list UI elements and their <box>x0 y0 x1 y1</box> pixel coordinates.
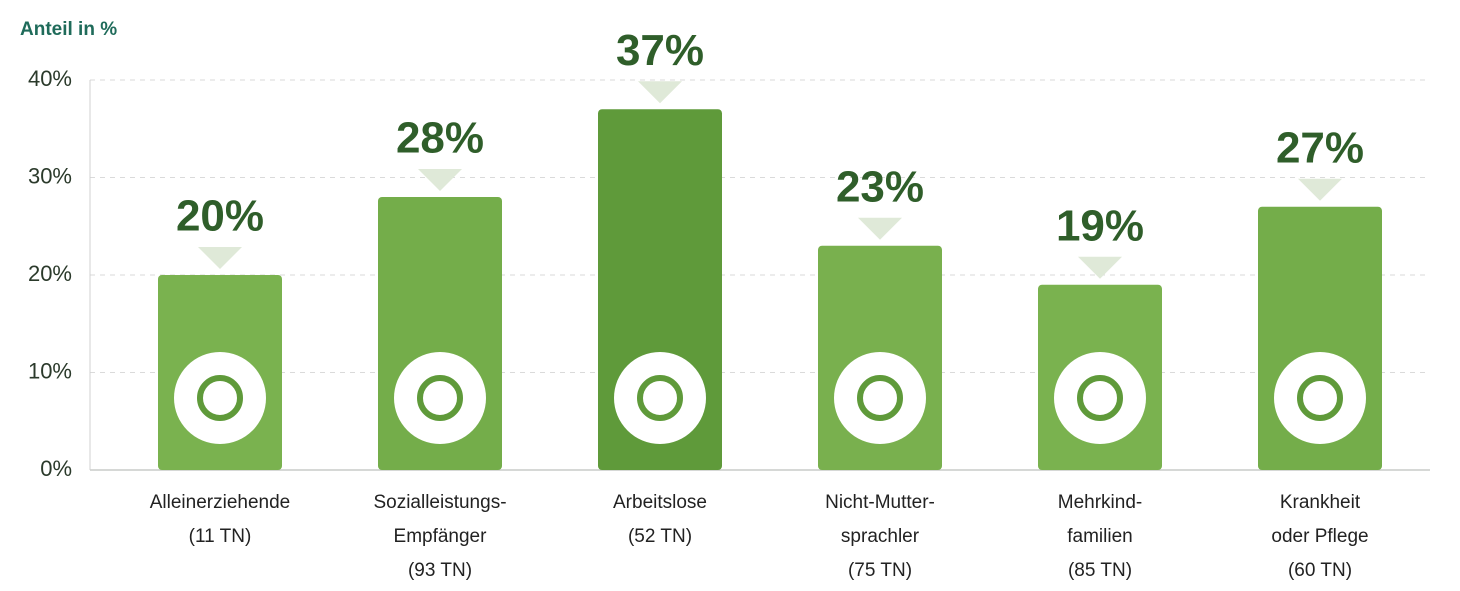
label-pointer <box>418 169 462 191</box>
icon-badge <box>1274 352 1366 444</box>
label-pointer <box>638 81 682 104</box>
icon <box>857 375 903 421</box>
x-tick-label: Sozialleistungs-Empfänger (93 TN) <box>373 492 506 581</box>
y-tick-label: 10% <box>28 358 72 383</box>
label-pointer <box>1298 178 1342 201</box>
value-label: 20% <box>176 192 264 241</box>
icon <box>1297 375 1343 421</box>
x-tick-label: Krankheit oder Pflege (60 TN) <box>1271 492 1368 581</box>
value-label: 27% <box>1276 123 1364 172</box>
x-tick-label: Alleinerziehende (11 TN) <box>150 492 291 547</box>
icon <box>1077 375 1123 421</box>
y-tick-label: 40% <box>28 66 72 91</box>
icon <box>197 375 243 421</box>
label-pointer <box>198 247 242 269</box>
icon <box>417 375 463 421</box>
x-tick-label: Nicht-Mutter-sprachler (75 TN) <box>825 492 935 581</box>
value-label: 28% <box>396 114 484 163</box>
value-label: 19% <box>1056 201 1144 250</box>
icon-badge <box>1054 352 1146 444</box>
y-tick-label: 30% <box>28 163 72 188</box>
y-tick-label: 20% <box>28 261 72 286</box>
icon-badge <box>614 352 706 444</box>
icon-badge <box>834 352 926 444</box>
label-pointer <box>858 217 902 240</box>
x-tick-label: Arbeitslose (52 TN) <box>613 492 707 547</box>
label-pointer <box>1078 256 1122 279</box>
x-tick-label: Mehrkind-familien (85 TN) <box>1058 492 1142 581</box>
value-label: 23% <box>836 162 924 211</box>
y-axis-label: Anteil in % <box>20 19 117 40</box>
icon-badge <box>394 352 486 444</box>
value-label: 37% <box>616 26 704 75</box>
icon-badge <box>174 352 266 444</box>
y-tick-label: 0% <box>40 456 72 481</box>
icon <box>637 375 683 421</box>
